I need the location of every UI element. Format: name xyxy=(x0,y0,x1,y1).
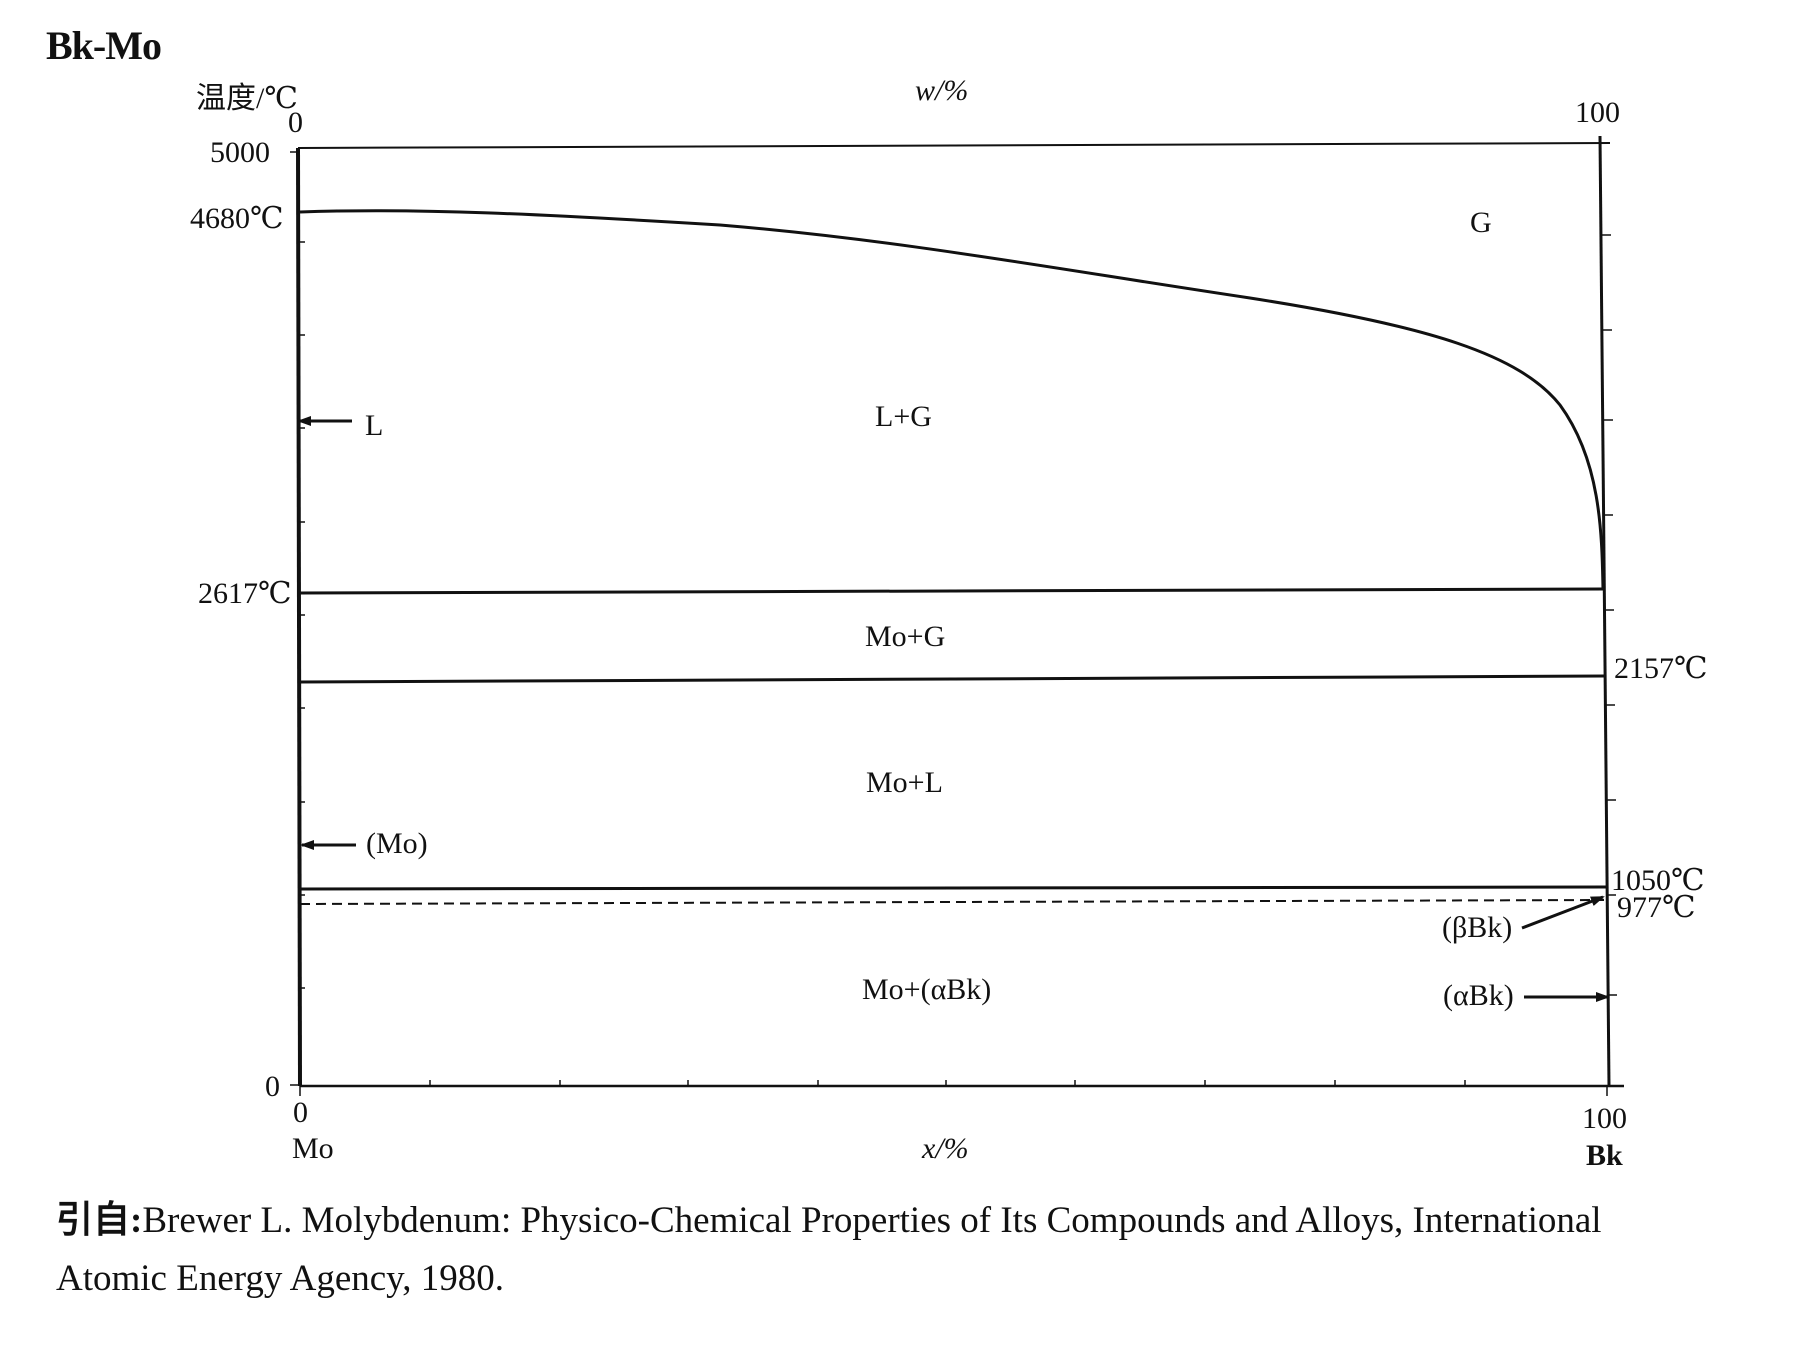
temp-label-977: 977℃ xyxy=(1617,891,1696,924)
left-axis-ticks xyxy=(290,151,305,1086)
region-label-mo-g: Mo+G xyxy=(865,620,945,653)
temp-label-1050: 1050℃ xyxy=(1611,864,1705,897)
y-axis-label: 温度/℃ xyxy=(196,82,298,115)
isotherm-2617 xyxy=(298,587,1604,595)
element-label-bk: Bk xyxy=(1586,1139,1623,1172)
y-tick-5000: 5000 xyxy=(210,136,270,169)
right-axis-line xyxy=(1598,135,1611,1087)
top-axis-line xyxy=(297,142,1611,149)
bottom-axis-ticks xyxy=(299,1080,1608,1096)
diagram-title: Bk-Mo xyxy=(46,23,162,68)
top-axis-left-value: 0 xyxy=(288,106,303,139)
arrow-beta-bk xyxy=(1521,895,1605,930)
isotherm-2157 xyxy=(298,674,1606,684)
source-text-1: Brewer L. Molybdenum: Physico-Chemical P… xyxy=(142,1200,1602,1241)
bottom-axis-right-value: 100 xyxy=(1582,1102,1627,1135)
region-label-g: G xyxy=(1470,206,1492,239)
y-tick-0: 0 xyxy=(265,1070,280,1103)
isotherm-977-dashed xyxy=(299,899,1605,905)
source-line-2: Atomic Energy Agency, 1980. xyxy=(56,1258,505,1299)
region-label-l-g: L+G xyxy=(875,400,932,433)
isotherm-1050 xyxy=(299,885,1607,891)
arrow-label-mo-phase: (Mo) xyxy=(366,827,428,860)
source-citation: 引自:Brewer L. Molybdenum: Physico-Chemica… xyxy=(56,1192,1795,1308)
temp-label-2157: 2157℃ xyxy=(1614,652,1708,685)
arrow-label-beta-bk: (βBk) xyxy=(1442,911,1512,944)
temp-label-4680: 4680℃ xyxy=(190,202,284,235)
arrow-label-l: L xyxy=(365,409,383,442)
temp-label-2617: 2617℃ xyxy=(198,577,292,610)
bottom-axis-left-value: 0 xyxy=(293,1096,308,1129)
source-prefix: 引自: xyxy=(56,1200,143,1241)
liquid-gas-boundary-curve xyxy=(299,209,1605,591)
arrow-label-alpha-bk: (αBk) xyxy=(1443,979,1514,1012)
top-axis-label: w/% xyxy=(915,74,968,107)
source-line-1: 引自:Brewer L. Molybdenum: Physico-Chemica… xyxy=(56,1192,1795,1250)
region-label-mo-abk: Mo+(αBk) xyxy=(862,973,991,1006)
left-axis-line xyxy=(296,147,302,1087)
top-axis-right-value: 100 xyxy=(1575,96,1620,129)
region-label-mo-l: Mo+L xyxy=(866,766,943,799)
bottom-axis-label: x/% xyxy=(921,1132,969,1165)
element-label-mo: Mo xyxy=(292,1132,334,1165)
